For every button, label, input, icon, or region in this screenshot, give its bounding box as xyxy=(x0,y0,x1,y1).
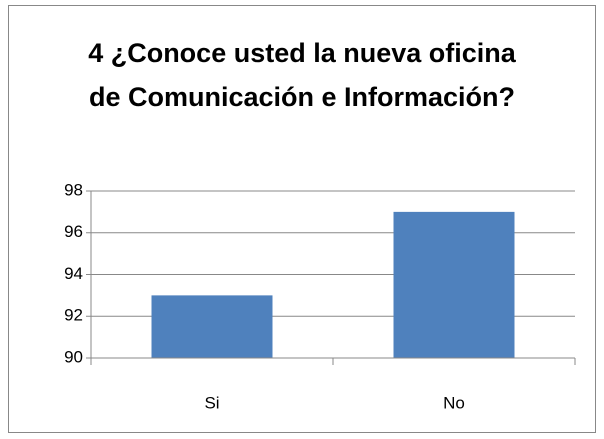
y-tick-label: 92 xyxy=(64,306,83,325)
bar xyxy=(151,295,273,358)
y-tick-label: 96 xyxy=(64,222,83,241)
x-tick-label: Si xyxy=(204,393,219,412)
y-tick-label: 90 xyxy=(64,347,83,366)
bar xyxy=(393,211,515,358)
chart-title: 4 ¿Conoce usted la nueva oficina de Comu… xyxy=(88,38,516,112)
x-tick-label: No xyxy=(443,393,465,412)
y-tick-label: 98 xyxy=(64,180,83,199)
y-tick-label: 94 xyxy=(64,264,83,283)
